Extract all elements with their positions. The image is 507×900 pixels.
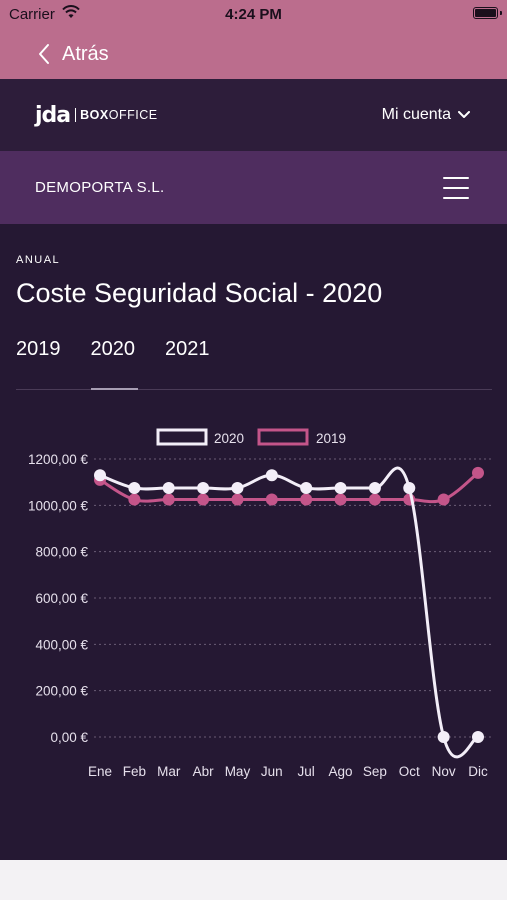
data-point-2019 xyxy=(265,493,278,506)
battery-tip xyxy=(500,11,502,15)
tab-year-2020[interactable]: 2020 xyxy=(90,338,136,360)
data-point-2020 xyxy=(437,731,450,743)
carrier-label: Carrier xyxy=(9,6,55,23)
data-point-2019 xyxy=(334,493,347,506)
legend-label-2019: 2019 xyxy=(316,431,346,446)
data-point-2020 xyxy=(300,481,313,494)
logo-office: OFFICE xyxy=(108,108,158,122)
data-point-2020 xyxy=(197,481,210,494)
data-point-2020 xyxy=(94,469,106,482)
y-tick-label: 200,00 € xyxy=(35,684,88,699)
data-point-2019 xyxy=(472,466,484,479)
logo-separator xyxy=(75,108,77,122)
data-point-2020 xyxy=(162,481,175,494)
chevron-down-icon xyxy=(458,111,470,118)
back-button[interactable]: Atrás xyxy=(38,40,109,68)
data-point-2020 xyxy=(231,481,244,494)
data-point-2019 xyxy=(231,493,244,506)
y-tick-label: 1000,00 € xyxy=(28,498,89,513)
y-tick-label: 800,00 € xyxy=(35,545,88,560)
x-tick-label: Ene xyxy=(88,764,112,779)
company-bar: DEMOPORTA S.L. xyxy=(0,151,507,224)
tab-year-2019[interactable]: 2019 xyxy=(16,338,61,360)
data-point-2020 xyxy=(334,481,347,494)
legend-swatch-2019 xyxy=(257,428,309,446)
data-point-2019 xyxy=(300,493,313,506)
year-tabs: 2019 2020 2021 xyxy=(16,338,240,369)
y-tick-label: 600,00 € xyxy=(35,591,88,606)
footer-area xyxy=(0,860,507,900)
y-tick-label: 400,00 € xyxy=(35,637,88,652)
app-header: jda BOX OFFICE Mi cuenta xyxy=(0,79,507,151)
status-time: 4:24 PM xyxy=(225,6,282,23)
logo-jda: jda xyxy=(35,102,71,128)
data-point-2020 xyxy=(265,469,278,482)
wifi-icon xyxy=(62,5,80,23)
x-tick-label: May xyxy=(225,764,251,779)
x-tick-label: Sep xyxy=(363,764,387,779)
x-tick-label: Mar xyxy=(157,764,181,779)
cost-line-chart: 0,00 € 200,00 € 400,00 € 600,00 € 800,00 € 10… xyxy=(28,428,492,779)
company-name: DEMOPORTA S.L. xyxy=(35,179,165,196)
data-point-2020 xyxy=(403,481,416,494)
x-tick-label: Oct xyxy=(399,764,420,779)
y-tick-label: 1200,00 € xyxy=(28,452,89,467)
tab-year-2021[interactable]: 2021 xyxy=(165,338,210,360)
navigation-bar: Atrás xyxy=(0,28,507,79)
status-bar: Carrier 4:24 PM xyxy=(0,0,507,28)
x-tick-label: Jul xyxy=(298,764,315,779)
data-point-2019 xyxy=(162,493,175,506)
y-tick-label: 0,00 € xyxy=(50,730,88,745)
x-tick-label: Nov xyxy=(432,764,456,779)
legend-label-2020: 2020 xyxy=(214,431,244,446)
hamburger-menu-button[interactable] xyxy=(443,177,469,199)
hamburger-line xyxy=(443,197,469,199)
logo-box: BOX xyxy=(80,108,109,122)
report-content: ANUAL Coste Seguridad Social - 2020 2019… xyxy=(0,224,507,860)
back-label: Atrás xyxy=(62,42,109,65)
x-tick-label: Jun xyxy=(261,764,283,779)
tabs-divider xyxy=(16,389,492,390)
chevron-left-icon xyxy=(39,44,49,64)
data-point-2020 xyxy=(368,481,381,494)
data-point-2019 xyxy=(128,493,141,506)
series-line-2020 xyxy=(99,466,479,759)
hamburger-line xyxy=(443,187,469,189)
legend-swatch-2020 xyxy=(156,428,208,446)
data-point-2020 xyxy=(128,481,141,494)
data-point-2020 xyxy=(472,731,484,743)
data-point-2019 xyxy=(368,493,381,506)
hamburger-line xyxy=(443,177,469,179)
report-period: ANUAL xyxy=(16,254,61,266)
x-tick-label: Feb xyxy=(123,764,146,779)
x-tick-label: Dic xyxy=(468,764,488,779)
data-point-2019 xyxy=(437,493,450,506)
account-menu-button[interactable]: Mi cuenta xyxy=(382,106,470,124)
data-point-2019 xyxy=(197,493,210,506)
jda-boxoffice-logo: jda BOX OFFICE xyxy=(35,102,158,128)
page-title: Coste Seguridad Social - 2020 xyxy=(16,278,383,308)
selected-tab-indicator xyxy=(91,388,138,390)
x-tick-label: Abr xyxy=(193,764,215,779)
battery-icon xyxy=(473,7,498,19)
account-label: Mi cuenta xyxy=(381,106,451,123)
x-tick-label: Ago xyxy=(329,764,353,779)
